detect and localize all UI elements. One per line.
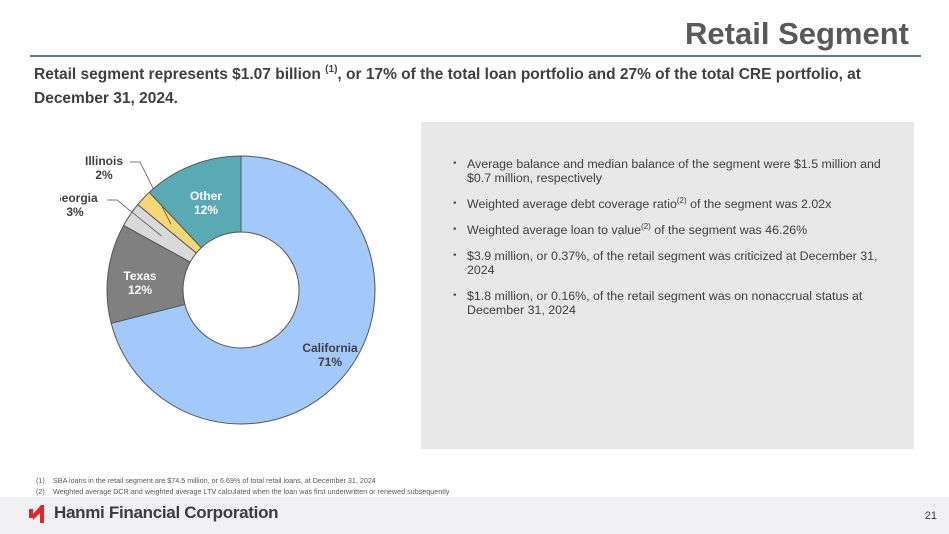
footnote-ref: (2) bbox=[676, 196, 687, 205]
bullet-item: $1.8 million, or 0.16%, of the retail se… bbox=[453, 289, 893, 317]
bullet-text: of the segment was 2.02x bbox=[686, 197, 832, 211]
slice-value: 12% bbox=[194, 203, 218, 217]
footnote-number: (2) bbox=[36, 487, 45, 496]
company-name: Hanmi Financial Corporation bbox=[54, 503, 279, 522]
bullet-text: $1.8 million, or 0.16%, of the retail se… bbox=[467, 289, 863, 317]
bullet-text: Weighted average debt coverage ratio bbox=[467, 197, 677, 211]
slice-value: 3% bbox=[66, 205, 84, 219]
bullet-item: Weighted average debt coverage ratio(2) … bbox=[453, 196, 893, 212]
title-divider bbox=[30, 55, 921, 57]
subtitle-text: , or 17% of the total loan portfolio and… bbox=[34, 66, 861, 107]
subtitle-text: Retail segment represents $1.07 billion bbox=[34, 66, 326, 83]
slice-label: Illinois bbox=[85, 154, 123, 168]
footnote: (1) SBA loans in the retail segment are $… bbox=[36, 475, 449, 486]
footnotes: (1) SBA loans in the retail segment are $… bbox=[36, 475, 449, 497]
footnote-text: Weighted average DCR and weighted averag… bbox=[53, 487, 450, 496]
bullet-item: $3.9 million, or 0.37%, of the retail se… bbox=[453, 249, 893, 277]
bullet-text: Weighted average loan to value bbox=[467, 223, 642, 237]
footnote-text: SBA loans in the retail segment are $74.… bbox=[53, 476, 376, 485]
bullet-item: Weighted average loan to value(2) of the… bbox=[453, 222, 893, 238]
slice-value: 71% bbox=[318, 355, 342, 369]
leader-line bbox=[107, 199, 162, 237]
company-logo: Hanmi Financial Corporation bbox=[28, 503, 279, 523]
bullet-text: of the segment was 46.26% bbox=[650, 223, 808, 237]
bullet-list: Average balance and median balance of th… bbox=[453, 157, 893, 329]
hanmi-logo-icon bbox=[29, 505, 44, 523]
footer-band bbox=[0, 497, 949, 534]
slice-other bbox=[148, 155, 242, 249]
subtitle: Retail segment represents $1.07 billion … bbox=[34, 63, 914, 111]
donut-chart: California71%Texas12%Georgia3%Illinois2%… bbox=[60, 154, 376, 425]
info-panel: Average balance and median balance of th… bbox=[421, 122, 914, 449]
slice-value: 2% bbox=[95, 168, 113, 182]
slice-label: Georgia bbox=[60, 191, 98, 205]
slice-label: Other bbox=[190, 189, 222, 203]
slice-label: California bbox=[302, 341, 358, 355]
page-number: 21 bbox=[924, 510, 937, 522]
page-title: Retail Segment bbox=[685, 16, 909, 51]
bullet-text: Average balance and median balance of th… bbox=[467, 157, 881, 185]
slice-value: 12% bbox=[128, 283, 152, 297]
footnote-ref: (1) bbox=[325, 64, 338, 75]
bullet-item: Average balance and median balance of th… bbox=[453, 157, 893, 185]
footnote-ref: (2) bbox=[641, 222, 651, 231]
slice-california bbox=[110, 155, 376, 425]
slice-label: Texas bbox=[123, 269, 156, 283]
bullet-text: $3.9 million, or 0.37%, of the retail se… bbox=[467, 249, 878, 277]
footnote-number: (1) bbox=[36, 476, 45, 485]
footnote: (2) Weighted average DCR and weighted ave… bbox=[36, 486, 449, 497]
